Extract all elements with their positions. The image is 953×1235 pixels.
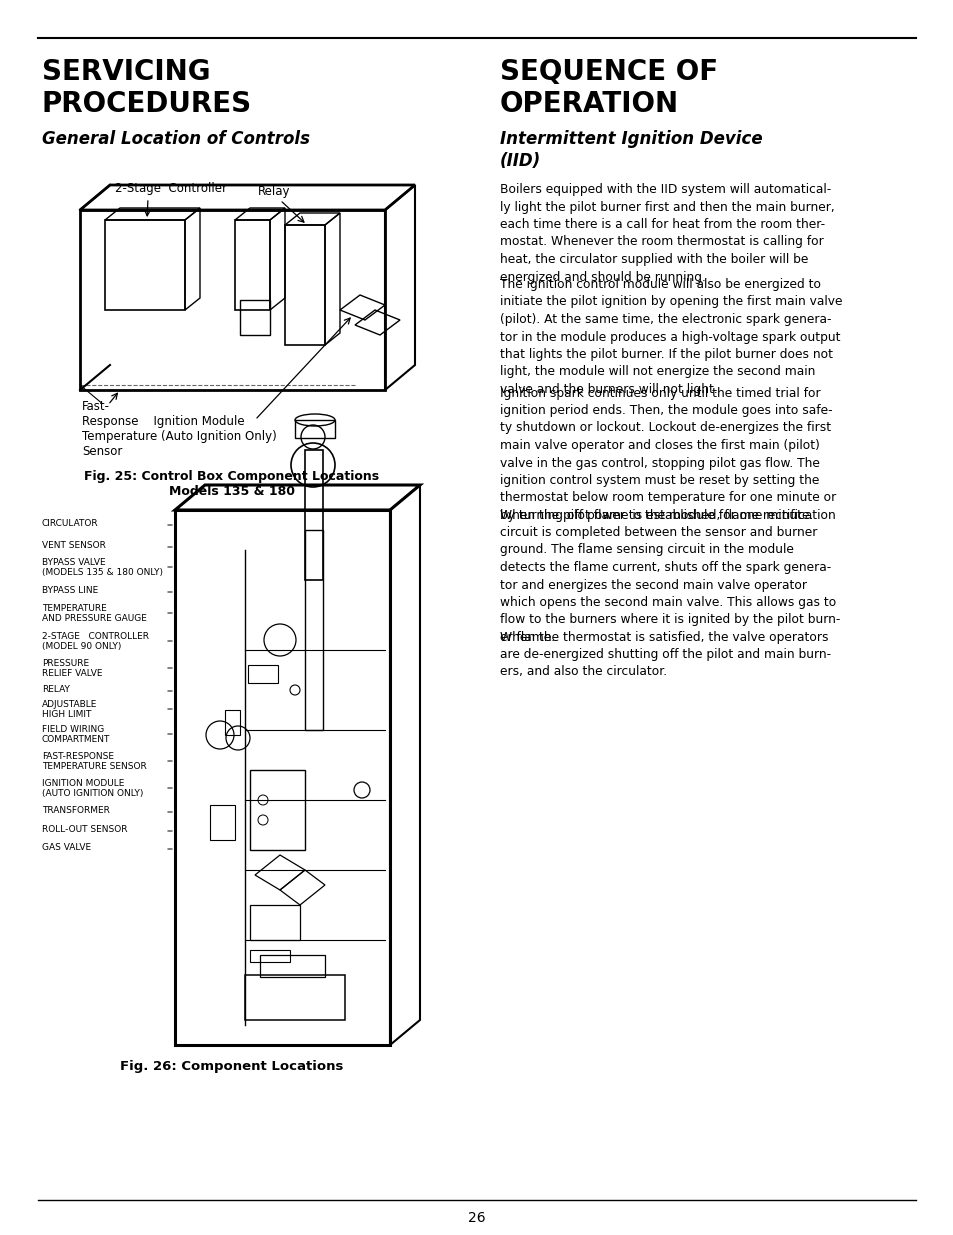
Text: SEQUENCE OF: SEQUENCE OF xyxy=(499,58,718,86)
Bar xyxy=(260,955,325,977)
Text: Models 135 & 180: Models 135 & 180 xyxy=(169,485,294,498)
Bar xyxy=(250,905,299,940)
Text: 2-Stage  Controller: 2-Stage Controller xyxy=(115,182,227,195)
Text: 26: 26 xyxy=(468,1212,485,1225)
Text: (IID): (IID) xyxy=(499,152,540,170)
Text: PROCEDURES: PROCEDURES xyxy=(42,90,252,119)
Text: SERVICING: SERVICING xyxy=(42,58,211,86)
Bar xyxy=(250,950,290,962)
Text: Sensor: Sensor xyxy=(82,445,122,458)
Bar xyxy=(294,420,335,438)
Text: PRESSURE
RELIEF VALVE: PRESSURE RELIEF VALVE xyxy=(42,659,102,678)
Text: ADJUSTABLE
HIGH LIMIT: ADJUSTABLE HIGH LIMIT xyxy=(42,700,97,720)
Text: OPERATION: OPERATION xyxy=(499,90,679,119)
Text: Relay: Relay xyxy=(257,185,291,198)
Text: BYPASS LINE: BYPASS LINE xyxy=(42,585,98,595)
Text: Temperature (Auto Ignition Only): Temperature (Auto Ignition Only) xyxy=(82,430,276,443)
Bar xyxy=(210,805,234,840)
Text: Fig. 26: Component Locations: Fig. 26: Component Locations xyxy=(120,1060,343,1073)
Text: Fast-: Fast- xyxy=(82,400,110,412)
Text: GAS VALVE: GAS VALVE xyxy=(42,844,91,852)
Text: General Location of Controls: General Location of Controls xyxy=(42,130,310,148)
Text: BYPASS VALVE
(MODELS 135 & 180 ONLY): BYPASS VALVE (MODELS 135 & 180 ONLY) xyxy=(42,558,163,578)
Text: When the thermostat is satisfied, the valve operators
are de-energized shutting : When the thermostat is satisfied, the va… xyxy=(499,631,830,678)
Text: CIRCULATOR: CIRCULATOR xyxy=(42,519,98,529)
Bar xyxy=(250,769,305,850)
Bar xyxy=(305,530,323,730)
Bar xyxy=(225,710,240,735)
Text: FAST-RESPONSE
TEMPERATURE SENSOR: FAST-RESPONSE TEMPERATURE SENSOR xyxy=(42,752,147,772)
Text: VENT SENSOR: VENT SENSOR xyxy=(42,541,106,550)
Bar xyxy=(248,664,277,683)
Bar xyxy=(305,450,323,580)
Text: Response    Ignition Module: Response Ignition Module xyxy=(82,415,244,429)
Text: ROLL-OUT SENSOR: ROLL-OUT SENSOR xyxy=(42,825,128,834)
Text: Fig. 25: Control Box Component Locations: Fig. 25: Control Box Component Locations xyxy=(85,471,379,483)
Text: Ignition spark continues only until the timed trial for
ignition period ends. Th: Ignition spark continues only until the … xyxy=(499,387,836,522)
Text: IGNITION MODULE
(AUTO IGNITION ONLY): IGNITION MODULE (AUTO IGNITION ONLY) xyxy=(42,779,143,798)
Text: Boilers equipped with the IID system will automatical-
ly light the pilot burner: Boilers equipped with the IID system wil… xyxy=(499,183,834,284)
Text: The ignition control module will also be energized to
initiate the pilot ignitio: The ignition control module will also be… xyxy=(499,278,841,396)
Text: 2-STAGE   CONTROLLER
(MODEL 90 ONLY): 2-STAGE CONTROLLER (MODEL 90 ONLY) xyxy=(42,632,149,651)
Bar xyxy=(245,974,345,1020)
Text: FIELD WIRING
COMPARTMENT: FIELD WIRING COMPARTMENT xyxy=(42,725,111,745)
Text: When the pilot flame is established, flame rectification
circuit is completed be: When the pilot flame is established, fla… xyxy=(499,509,840,643)
Text: RELAY: RELAY xyxy=(42,685,70,694)
Text: Intermittent Ignition Device: Intermittent Ignition Device xyxy=(499,130,761,148)
Text: TRANSFORMER: TRANSFORMER xyxy=(42,806,110,815)
Text: TEMPERATURE
AND PRESSURE GAUGE: TEMPERATURE AND PRESSURE GAUGE xyxy=(42,604,147,624)
